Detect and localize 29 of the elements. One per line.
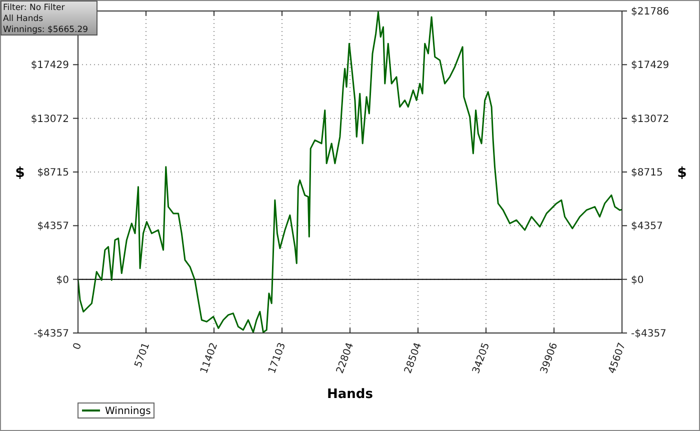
y-tick-label: -$4357: [34, 328, 69, 340]
x-tick-label: 22804: [334, 341, 356, 376]
y-axis-title: $: [15, 164, 25, 181]
text: Filter: No Filter: [3, 3, 66, 13]
y-tick-label: $13072: [30, 114, 69, 125]
y2-tick-label: $13072: [631, 114, 670, 125]
y-tick-label: $4357: [37, 221, 69, 232]
x-axis-title: Hands: [327, 387, 374, 402]
annotation: Winnings: $5665.29: [3, 25, 88, 35]
y2-axis-title: $: [677, 164, 687, 181]
text: All Hands: [3, 14, 44, 24]
y2-tick-label: $0: [631, 274, 644, 286]
x-tick-label: 39906: [538, 341, 560, 376]
x-tick-label: 5701: [133, 341, 152, 370]
x-tick-label: 11402: [198, 341, 220, 376]
y2-tick-label: $21786: [631, 6, 670, 18]
y-tick-label: $17429: [30, 60, 69, 72]
x-tick-label: 17103: [266, 341, 288, 376]
x-tick-label: 34205: [470, 341, 492, 376]
y2-tick-label: -$4357: [631, 328, 666, 340]
y-tick-label: $8715: [37, 167, 69, 178]
legend-label: Winnings: [105, 406, 151, 417]
x-tick-label: 45607: [606, 341, 628, 376]
y2-tick-label: $8715: [631, 167, 663, 178]
y2-tick-label: $17429: [631, 60, 670, 72]
x-tick-label: 0: [72, 341, 84, 352]
y-tick-label: $0: [56, 274, 69, 286]
y2-tick-label: $4357: [631, 221, 663, 232]
x-tick-label: 28504: [402, 341, 424, 376]
